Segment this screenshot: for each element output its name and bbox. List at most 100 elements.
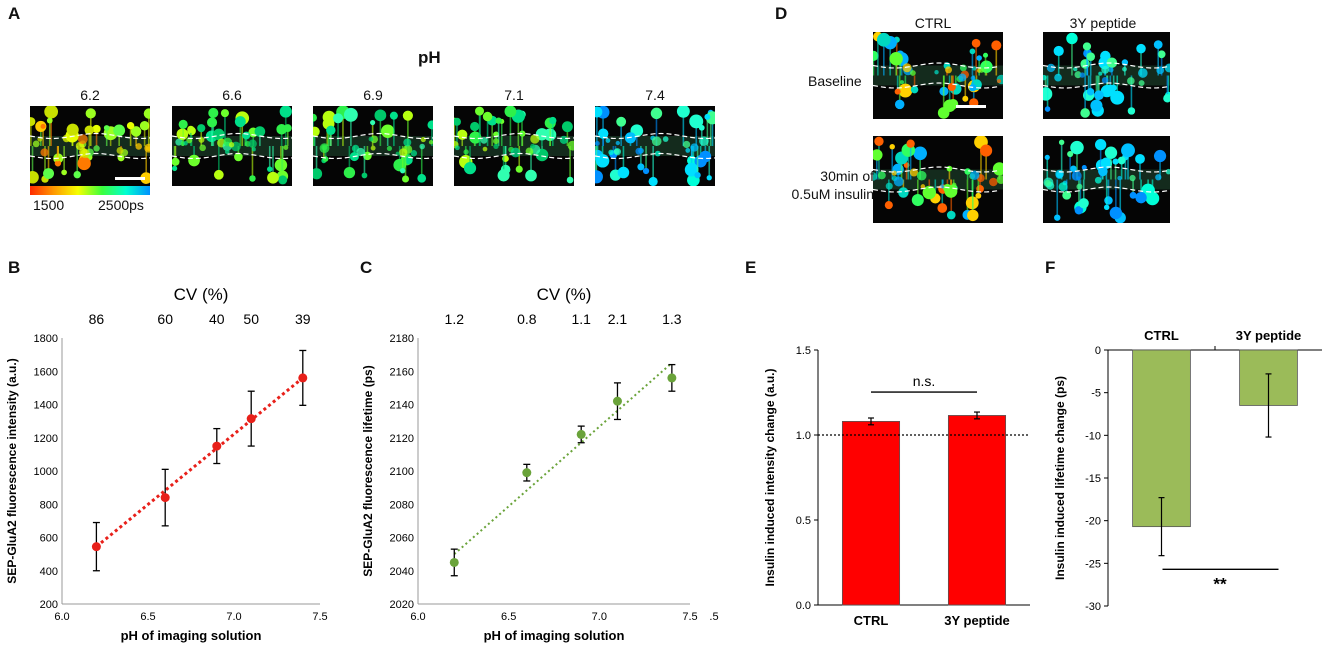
spine-head xyxy=(906,139,915,148)
shaft-spot xyxy=(1155,174,1162,181)
spine-head xyxy=(1090,99,1103,112)
shaft-spot xyxy=(1079,72,1085,78)
shaft-spot xyxy=(530,143,536,149)
dendrite-outline-upper xyxy=(873,62,1000,69)
spine-head xyxy=(1081,164,1087,171)
spine-head xyxy=(1062,190,1072,200)
spine-head xyxy=(172,165,178,172)
x-tick-label: 7.0 xyxy=(226,611,241,623)
spine-head xyxy=(470,121,480,132)
dendrite-outline-lower xyxy=(313,152,433,160)
y-tick-label: -15 xyxy=(1085,473,1101,485)
spine-head xyxy=(648,176,658,186)
y-tick-label: 800 xyxy=(40,499,58,511)
dendrite-outline-lower xyxy=(873,82,1000,89)
y-tick-label: 1.5 xyxy=(796,345,811,357)
shaft-spot xyxy=(40,148,49,157)
spine-head xyxy=(873,149,883,161)
category-label: CTRL xyxy=(854,613,889,628)
spine-head xyxy=(1106,57,1118,68)
colorbar-min-label: 1500 xyxy=(33,197,65,213)
spine-head xyxy=(242,131,251,140)
spine-head xyxy=(515,165,523,173)
spine-head xyxy=(1053,45,1064,57)
significance-label: ** xyxy=(1213,574,1227,593)
bar xyxy=(1132,349,1191,528)
micrograph-ph-6-9 xyxy=(313,106,433,186)
dendrite-outline-upper xyxy=(873,166,1000,173)
y-tick-label: 2040 xyxy=(390,566,414,578)
spine-head xyxy=(937,107,950,119)
dendrite-outline-upper xyxy=(1043,62,1170,69)
y-tick-label: 2180 xyxy=(390,333,414,345)
chart-c: 2020 2040 2060 2080 2100 2120 2140 2160 2180 6.0 6… xyxy=(361,285,719,643)
ph-label: 7.1 xyxy=(504,87,524,103)
spine-head xyxy=(962,95,969,102)
micrograph-ph-6-6 xyxy=(172,106,292,186)
panel-letter-f: F xyxy=(1045,258,1056,277)
y-tick-label: 1600 xyxy=(34,366,58,378)
spine-head xyxy=(884,201,893,210)
shaft-spot xyxy=(356,147,365,157)
bar xyxy=(841,420,901,606)
spine-head xyxy=(276,124,287,135)
spine-head xyxy=(889,52,903,66)
spine-head xyxy=(1104,196,1113,205)
shaft-spot xyxy=(493,143,499,150)
micrograph-drawing xyxy=(595,106,715,186)
shaft-spot xyxy=(654,150,661,157)
shaft-spot xyxy=(1098,71,1103,76)
spine-head xyxy=(598,128,609,139)
spine-head xyxy=(1163,94,1170,103)
shaft-spot xyxy=(386,145,393,152)
y-tick-label: 2160 xyxy=(390,366,414,378)
spine-head xyxy=(178,119,188,129)
spine-head xyxy=(73,170,81,179)
shaft-spot xyxy=(224,149,230,155)
spine-head xyxy=(1074,206,1084,215)
spine-head xyxy=(30,117,36,127)
x-tick-label: 7.5 xyxy=(312,611,327,623)
shaft-spot xyxy=(410,150,418,157)
shaft-spot xyxy=(1127,77,1135,85)
cv-label: 40 xyxy=(209,311,225,327)
category-label: 3Y peptide xyxy=(944,613,1010,628)
spine-head xyxy=(937,203,948,213)
spine-head xyxy=(380,124,395,139)
shaft-spot xyxy=(685,148,691,153)
shaft-spot xyxy=(651,136,662,147)
spine-head xyxy=(208,107,219,119)
spine-head xyxy=(249,175,256,182)
y-tick-label: 400 xyxy=(40,566,58,578)
spine-head xyxy=(389,111,398,120)
micrograph-drawing xyxy=(172,106,292,185)
spine-head xyxy=(566,176,574,184)
spine-head xyxy=(274,158,288,172)
spine-head xyxy=(1157,50,1166,59)
spine-head xyxy=(975,192,982,199)
spine-head xyxy=(980,144,993,157)
shaft-spot xyxy=(116,147,124,155)
spine-head xyxy=(322,156,329,162)
spine-head xyxy=(910,85,919,94)
shaft-spot xyxy=(419,143,425,150)
shaft-spot xyxy=(32,140,40,148)
spine-head xyxy=(971,38,981,48)
shaft-spot xyxy=(510,147,521,158)
y-tick-label: 2140 xyxy=(390,400,414,412)
dendrite-outline-upper xyxy=(30,132,150,140)
spine-head xyxy=(85,108,96,119)
spine-head xyxy=(213,128,225,141)
dendrite-outline-upper xyxy=(1043,166,1170,173)
chart-f: 0 -5 -10 -15 -20 -25 -30 Insulin induced lifeti… xyxy=(1053,328,1322,613)
spine-head xyxy=(694,171,701,179)
category-label: 3Y peptide xyxy=(1236,328,1302,343)
spine-head xyxy=(497,169,510,182)
shaft-spot xyxy=(682,140,691,149)
spine-head xyxy=(1153,40,1163,49)
data-point xyxy=(576,429,586,439)
y-tick-label: 1400 xyxy=(34,400,58,412)
spine-head xyxy=(947,82,956,92)
shaft-spot xyxy=(934,70,939,75)
spine-head xyxy=(1044,154,1050,160)
